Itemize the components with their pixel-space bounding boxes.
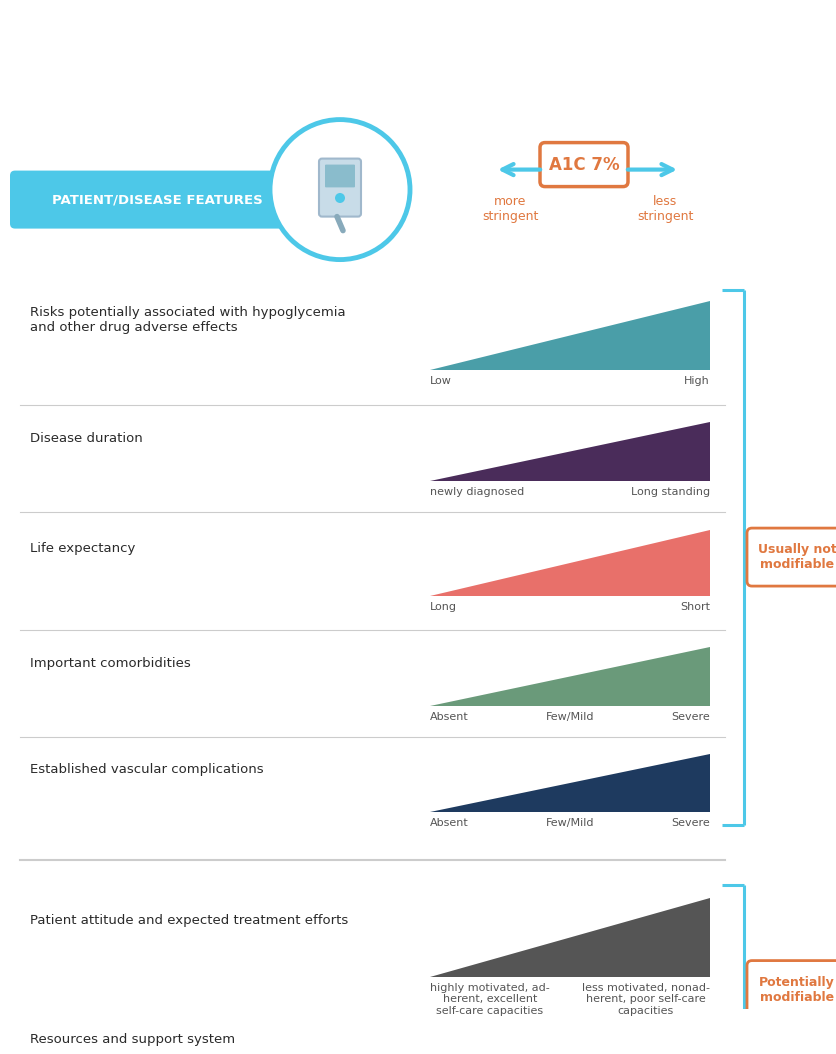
Text: Approach to the management of hyperglycemia: Approach to the management of hyperglyce… [8, 31, 828, 59]
Text: Few/Mild: Few/Mild [546, 818, 594, 827]
Text: Risks potentially associated with hypoglycemia
and other drug adverse effects: Risks potentially associated with hypogl… [30, 306, 345, 334]
Text: Established vascular complications: Established vascular complications [30, 763, 263, 776]
Text: highly motivated, ad-
herent, excellent
self-care capacities: highly motivated, ad- herent, excellent … [430, 982, 550, 1016]
Text: A1C 7%: A1C 7% [548, 156, 619, 174]
FancyBboxPatch shape [540, 142, 628, 187]
Text: PATIENT/DISEASE FEATURES: PATIENT/DISEASE FEATURES [52, 193, 263, 207]
Text: Life expectancy: Life expectancy [30, 542, 135, 555]
Polygon shape [430, 898, 710, 977]
Text: Usually not
modifiable: Usually not modifiable [757, 543, 836, 571]
Polygon shape [430, 422, 710, 481]
Circle shape [335, 193, 345, 203]
Text: Long: Long [430, 602, 457, 612]
Text: less
stringent: less stringent [637, 195, 693, 222]
Circle shape [270, 119, 410, 259]
Text: Potentially
modifiable: Potentially modifiable [759, 976, 835, 1003]
Text: Disease duration: Disease duration [30, 432, 143, 445]
FancyBboxPatch shape [10, 171, 305, 229]
Text: Important comorbidities: Important comorbidities [30, 657, 191, 669]
Text: Absent: Absent [430, 818, 469, 827]
Polygon shape [430, 1023, 710, 1054]
Text: TheDiabetesCouncil.com: TheDiabetesCouncil.com [306, 1022, 530, 1040]
FancyBboxPatch shape [325, 164, 355, 188]
Text: less motivated, nonad-
herent, poor self-care
capacities: less motivated, nonad- herent, poor self… [582, 982, 710, 1016]
Text: Resources and support system: Resources and support system [30, 1033, 235, 1046]
Text: Short: Short [680, 602, 710, 612]
Text: Severe: Severe [671, 713, 710, 722]
Text: Few/Mild: Few/Mild [546, 713, 594, 722]
Text: Patient attitude and expected treatment efforts: Patient attitude and expected treatment … [30, 914, 349, 926]
Polygon shape [430, 647, 710, 706]
Text: Low: Low [430, 375, 452, 386]
FancyBboxPatch shape [319, 158, 361, 216]
FancyBboxPatch shape [747, 960, 836, 1018]
Polygon shape [430, 754, 710, 812]
FancyBboxPatch shape [747, 528, 836, 586]
Text: Absent: Absent [430, 713, 469, 722]
Text: more
stringent: more stringent [482, 195, 538, 222]
Polygon shape [430, 301, 710, 370]
Text: Long standing: Long standing [631, 487, 710, 497]
Text: Severe: Severe [671, 818, 710, 827]
Polygon shape [430, 530, 710, 596]
Text: newly diagnosed: newly diagnosed [430, 487, 524, 497]
Text: High: High [684, 375, 710, 386]
